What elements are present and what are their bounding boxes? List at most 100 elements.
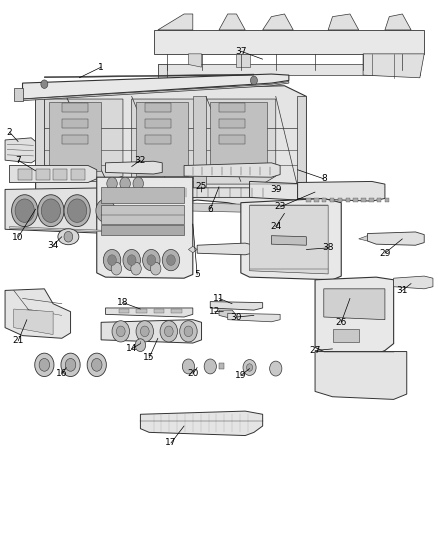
- Polygon shape: [106, 308, 193, 317]
- Polygon shape: [35, 86, 306, 213]
- Circle shape: [251, 76, 258, 85]
- Polygon shape: [158, 64, 166, 78]
- Text: 20: 20: [187, 369, 198, 378]
- Polygon shape: [297, 96, 306, 197]
- Bar: [145, 103, 171, 112]
- Circle shape: [61, 353, 80, 376]
- Circle shape: [87, 353, 106, 376]
- Circle shape: [12, 195, 38, 227]
- Polygon shape: [359, 236, 367, 241]
- Polygon shape: [14, 309, 53, 335]
- Circle shape: [35, 353, 54, 376]
- Bar: [314, 198, 318, 201]
- Polygon shape: [210, 302, 263, 310]
- Text: 30: 30: [231, 312, 242, 321]
- Circle shape: [96, 199, 115, 222]
- Bar: [219, 103, 245, 112]
- Bar: [35, 168, 49, 180]
- Circle shape: [243, 360, 256, 375]
- Bar: [330, 198, 334, 201]
- Circle shape: [160, 321, 177, 342]
- Text: 24: 24: [270, 222, 281, 231]
- Polygon shape: [219, 14, 245, 30]
- Bar: [119, 309, 130, 313]
- Circle shape: [166, 255, 175, 265]
- Circle shape: [131, 262, 141, 275]
- Text: 32: 32: [135, 156, 146, 165]
- Text: 21: 21: [12, 336, 24, 345]
- Circle shape: [65, 359, 76, 371]
- Polygon shape: [22, 82, 289, 101]
- Text: 11: 11: [213, 294, 225, 303]
- Circle shape: [164, 326, 173, 337]
- Circle shape: [135, 339, 146, 352]
- Circle shape: [123, 249, 141, 271]
- Circle shape: [38, 195, 64, 227]
- Polygon shape: [237, 54, 250, 67]
- Polygon shape: [158, 64, 420, 75]
- Text: 10: 10: [12, 233, 24, 242]
- Polygon shape: [250, 205, 328, 274]
- Circle shape: [180, 321, 197, 342]
- Circle shape: [92, 359, 102, 371]
- Circle shape: [120, 177, 131, 190]
- Polygon shape: [14, 88, 22, 101]
- Polygon shape: [315, 277, 394, 354]
- Polygon shape: [315, 352, 407, 399]
- Circle shape: [136, 321, 153, 342]
- Text: 25: 25: [196, 182, 207, 191]
- Polygon shape: [5, 289, 71, 338]
- Polygon shape: [44, 74, 254, 78]
- Circle shape: [64, 195, 90, 227]
- Polygon shape: [35, 96, 44, 181]
- Text: 12: 12: [209, 307, 220, 316]
- Polygon shape: [97, 177, 193, 278]
- Circle shape: [108, 255, 117, 265]
- Text: 16: 16: [56, 369, 67, 378]
- Polygon shape: [10, 227, 106, 232]
- Polygon shape: [363, 54, 424, 78]
- Polygon shape: [193, 96, 206, 197]
- Circle shape: [162, 249, 180, 271]
- Bar: [377, 198, 381, 201]
- Circle shape: [103, 249, 121, 271]
- Bar: [346, 198, 350, 201]
- Bar: [353, 198, 358, 201]
- Bar: [153, 309, 164, 313]
- Polygon shape: [219, 310, 237, 318]
- Bar: [18, 168, 32, 180]
- Polygon shape: [228, 313, 280, 322]
- Circle shape: [64, 231, 73, 242]
- Polygon shape: [53, 200, 297, 213]
- Circle shape: [41, 80, 48, 88]
- Polygon shape: [197, 243, 254, 255]
- Text: 7: 7: [15, 156, 21, 165]
- Circle shape: [143, 249, 160, 271]
- Polygon shape: [188, 246, 197, 253]
- Circle shape: [270, 361, 282, 376]
- Text: 38: 38: [322, 244, 334, 253]
- Circle shape: [247, 364, 253, 371]
- Text: 31: 31: [397, 286, 408, 295]
- Polygon shape: [119, 188, 280, 197]
- Polygon shape: [272, 236, 306, 245]
- Polygon shape: [22, 74, 289, 99]
- Bar: [361, 198, 366, 201]
- Text: 27: 27: [309, 346, 321, 355]
- Text: 15: 15: [143, 353, 155, 362]
- Text: 23: 23: [275, 203, 286, 212]
- Text: 14: 14: [126, 344, 138, 353]
- Bar: [145, 135, 171, 144]
- Bar: [306, 198, 311, 201]
- Polygon shape: [106, 161, 162, 174]
- Polygon shape: [324, 289, 385, 320]
- Text: 37: 37: [235, 47, 247, 55]
- Polygon shape: [10, 165, 97, 182]
- Circle shape: [204, 359, 216, 374]
- Polygon shape: [5, 138, 35, 163]
- Bar: [62, 119, 88, 128]
- Polygon shape: [250, 181, 297, 200]
- Polygon shape: [367, 232, 424, 245]
- Circle shape: [127, 255, 136, 265]
- Polygon shape: [210, 102, 267, 176]
